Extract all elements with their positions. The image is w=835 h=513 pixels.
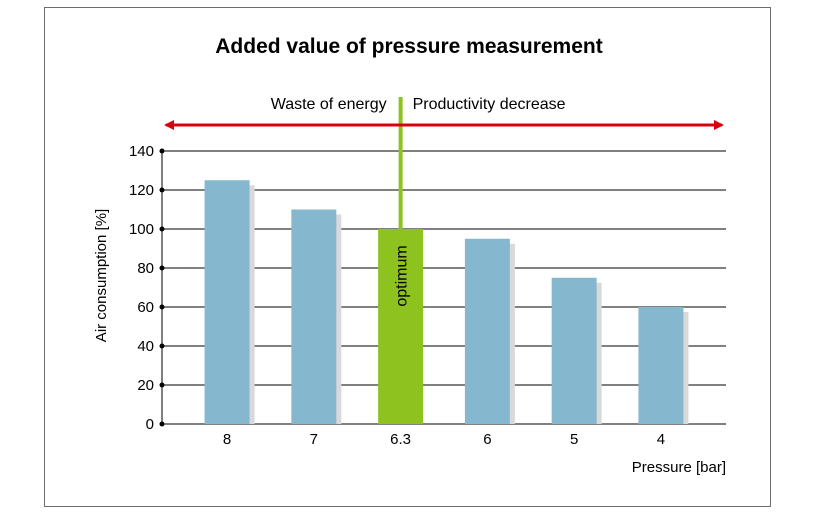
y-tick-labels: 0 20 40 60 80 100 120 140 xyxy=(129,143,154,433)
x-tick-label-5: 5 xyxy=(570,431,578,448)
chart-title: Added value of pressure measurement xyxy=(215,35,602,58)
y-tick-label-0: 0 xyxy=(146,416,154,433)
bar-4 xyxy=(638,307,684,424)
y-tick-label-80: 80 xyxy=(137,260,154,277)
y-tick-label-140: 140 xyxy=(129,143,154,160)
y-tick-label-20: 20 xyxy=(137,377,154,394)
optimum-label: optimum xyxy=(394,245,411,306)
x-tick-label-8: 8 xyxy=(223,431,231,448)
y-tick-label-100: 100 xyxy=(129,221,154,238)
y-tick-label-40: 40 xyxy=(137,338,154,355)
bars xyxy=(204,180,689,424)
productivity-decrease-label: Productivity decrease xyxy=(413,96,566,113)
bar-8 xyxy=(204,180,250,424)
bar-6 xyxy=(464,238,510,424)
y-axis-label: Air consumption [%] xyxy=(93,209,110,342)
x-tick-labels: 8 7 6.3 6 5 4 xyxy=(223,431,665,448)
x-tick-label-7: 7 xyxy=(310,431,318,448)
gridlines xyxy=(159,148,726,427)
x-tick-label-4: 4 xyxy=(657,431,665,448)
y-tick-label-60: 60 xyxy=(137,299,154,316)
waste-of-energy-label: Waste of energy xyxy=(271,96,387,113)
x-tick-label-6.3: 6.3 xyxy=(390,431,411,448)
bar-6.3 xyxy=(378,229,424,424)
bar-5 xyxy=(551,277,597,424)
y-tick-label-120: 120 xyxy=(129,182,154,199)
x-axis-label: Pressure [bar] xyxy=(632,459,726,476)
bar-7 xyxy=(291,209,337,424)
x-tick-label-6: 6 xyxy=(483,431,491,448)
